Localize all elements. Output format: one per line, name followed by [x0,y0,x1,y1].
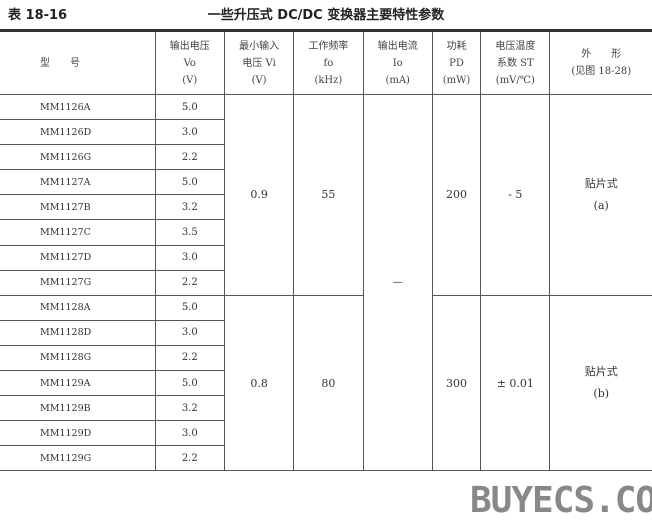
column-header-line: 电压 Vi [242,57,276,69]
min-input-voltage-cell: 0.8 [223,294,295,472]
output-voltage-cell: 2.2 [154,144,225,171]
column-header-line: 型 号 [40,57,80,69]
output-current-cell: — [362,93,433,472]
table-row: MM1126D 3.0 [0,119,652,146]
model-cell: MM1129A [0,370,156,397]
power-cell: 300 [431,294,482,472]
model-cell: MM1126A [0,93,156,121]
output-voltage-cell: 3.2 [154,395,225,422]
output-voltage-cell: 5.0 [154,294,225,321]
column-header-line: 输出电压 [169,40,210,52]
table-row: MM1129A 5.0 [0,370,652,397]
output-voltage-cell: 2.2 [154,269,225,296]
table-row: MM1127G 2.2 [0,269,652,296]
column-header-line: 功耗 [446,40,467,52]
table-row: MM1129G 2.2 [0,445,652,472]
watermark: BUYECS.COM [470,480,652,521]
column-header-line: 工作频率 [308,40,349,52]
table-row: MM1126A 5.0 0.9 55—200- 5 贴片式 (a) [0,93,652,472]
column-header-line: 最小输入 [239,40,280,52]
table-title: 一些升压式 DC/DC 变换器主要特性参数 [207,8,445,23]
table-row: MM1128A 5.0 0.8 80 300 ± 0.01 贴片式 (b) [0,294,652,472]
column-header: 功耗 PD (mW) [431,29,482,95]
column-header-line: 系数 ST [496,57,534,69]
model-cell: MM1128G [0,344,156,372]
model-cell: MM1129D [0,420,156,447]
column-header-line: PD [449,57,464,69]
table-row: MM1128D 3.0 [0,319,652,346]
temp-coefficient-cell: - 5 [480,94,551,296]
table-row: MM1127D 3.0 [0,244,652,271]
output-voltage-cell: 3.0 [154,319,225,346]
package-cell-line: (a) [593,198,609,212]
output-voltage-cell: 5.0 [154,370,225,397]
table-row: MM1127C 3.5 [0,219,652,246]
output-voltage-cell: 2.2 [154,445,225,472]
column-header-line: Io [392,57,403,69]
model-cell: MM1129B [0,395,156,422]
column-header-line: (kHz) [314,74,343,86]
column-header: 电压温度系数 ST (mV/℃) [480,29,551,95]
column-header-line: fo [323,57,334,69]
column-header-line: 电压温度 [495,40,536,52]
column-header: 输出电压 Vo (V) [154,29,225,95]
output-voltage-cell: 5.0 [154,93,225,121]
column-header-line: (mA) [385,74,410,86]
model-cell: MM1126G [0,144,156,171]
output-voltage-cell: 3.2 [154,194,225,221]
column-header: 输出电流 Io (mA) [362,29,433,95]
package-cell: 贴片式 (a) [549,94,652,296]
output-voltage-cell: 5.0 [154,169,225,196]
model-cell: MM1127C [0,219,156,246]
output-voltage-cell: 3.0 [154,420,225,447]
table-row: MM1129B 3.2 [0,395,652,422]
column-header-line: 输出电流 [377,40,418,52]
table-caption: 表 18-16 [8,8,68,23]
model-cell: MM1127A [0,169,156,196]
min-input-voltage-cell: 0.9 [223,94,295,296]
model-cell: MM1128A [0,294,156,321]
table-row: MM1129D 3.0 [0,420,652,447]
spec-table: 型 号 输出电压 Vo (V) 最小输入电压 Vi (V) 工作频率 fo (kHz) 输出电流 I… [0,29,652,472]
model-cell: MM1127G [0,269,156,296]
frequency-cell: 80 [293,294,364,472]
column-header: 型 号 [0,29,156,95]
column-header-line: (V) [251,74,267,86]
model-cell: MM1128D [0,319,156,346]
column-header-line: (见图 18-28) [571,66,632,77]
column-header: 最小输入电压 Vi (V) [223,29,295,95]
column-header-line: (V) [182,74,198,86]
output-voltage-cell: 3.0 [154,244,225,271]
table-row: MM1127B 3.2 [0,194,652,221]
column-header: 工作频率 fo (kHz) [293,29,364,95]
column-header-line: 外 形 [581,49,622,60]
package-cell-line: 贴片式 [584,176,618,190]
temp-coefficient-cell: ± 0.01 [480,294,551,472]
table-row: MM1128G 2.2 [0,344,652,372]
column-header-line: (mW) [442,74,471,86]
column-header-line: (mV/℃) [495,74,535,86]
frequency-cell: 55 [293,94,364,296]
column-header-line: Vo [183,57,196,69]
output-voltage-cell: 3.5 [154,219,225,246]
power-cell: 200 [431,94,482,296]
package-cell-line: 贴片式 [584,365,618,379]
output-voltage-cell: 3.0 [154,119,225,146]
model-cell: MM1127B [0,194,156,221]
model-cell: MM1126D [0,119,156,146]
model-cell: MM1127D [0,244,156,271]
column-header: 外 形 (见图 18-28) [549,29,652,95]
package-cell-line: (b) [593,387,610,401]
output-voltage-cell: 2.2 [154,344,225,372]
model-cell: MM1129G [0,445,156,472]
package-cell: 贴片式 (b) [549,294,652,472]
table-row: MM1127A 5.0 [0,169,652,196]
